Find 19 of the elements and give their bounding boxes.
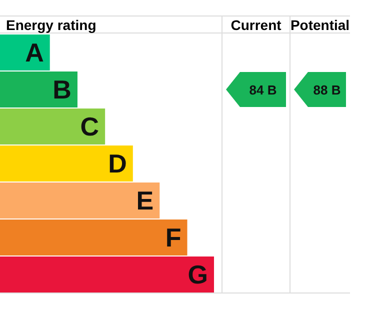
y-tick-label: A: [25, 38, 44, 68]
bar: [0, 108, 106, 144]
y-tick-label: D: [108, 148, 127, 178]
text: Current: [230, 17, 282, 33]
bar: [0, 146, 133, 182]
y-tick-label: B: [52, 74, 72, 104]
text: 84 B: [249, 82, 277, 98]
y-tick-label: G: [188, 260, 208, 290]
y-tick-label: F: [165, 222, 182, 252]
chart-title: Energy rating: [6, 17, 96, 33]
bar: [0, 72, 78, 108]
bar: [0, 220, 188, 256]
text: 88 B: [313, 82, 341, 98]
text: Potential: [290, 17, 350, 33]
bar: [0, 182, 160, 218]
bar: [0, 256, 214, 292]
bar: [0, 34, 50, 70]
y-tick-label: E: [136, 186, 154, 216]
y-tick-label: C: [80, 112, 100, 142]
